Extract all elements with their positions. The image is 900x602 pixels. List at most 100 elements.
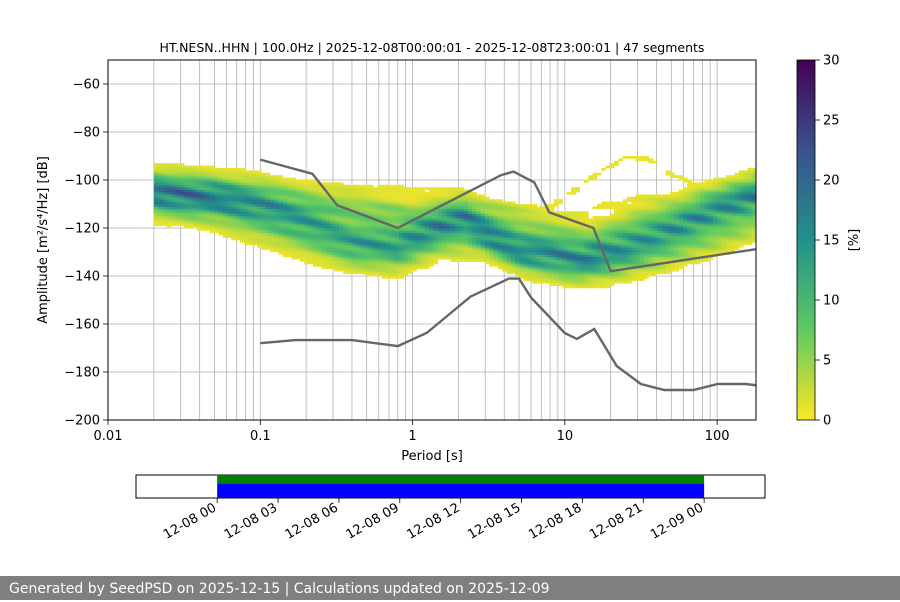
density-cell <box>433 244 439 248</box>
density-cell <box>325 182 331 186</box>
density-cell <box>334 268 340 272</box>
density-cell <box>687 196 692 200</box>
density-cell <box>394 273 400 277</box>
density-cell <box>583 276 589 279</box>
density-cell <box>472 242 477 246</box>
density-cell <box>442 254 447 258</box>
density-cell <box>614 163 619 166</box>
density-cell <box>437 220 443 224</box>
density-cell <box>747 177 753 181</box>
density-cell <box>377 235 383 238</box>
density-cell <box>244 208 249 212</box>
density-cell <box>583 211 589 214</box>
density-cell <box>549 276 555 279</box>
density-cell <box>304 254 310 258</box>
density-cell <box>300 228 305 231</box>
density-cell <box>571 254 576 258</box>
density-cell <box>166 187 172 190</box>
density-cell <box>631 235 636 238</box>
density-cell <box>162 196 168 200</box>
density-cell <box>291 242 297 246</box>
density-cell <box>648 259 654 262</box>
timeline-coverage-band <box>217 475 705 484</box>
density-cell <box>300 211 305 214</box>
density-cell <box>312 228 318 231</box>
density-cell <box>231 175 236 178</box>
density-cell <box>515 249 520 253</box>
density-cell <box>278 182 284 186</box>
density-cell <box>222 192 228 195</box>
density-cell <box>725 240 731 243</box>
density-cell <box>269 180 275 183</box>
density-cell <box>472 244 477 248</box>
density-cell <box>235 218 241 222</box>
density-cell <box>506 254 512 258</box>
density-cell <box>334 211 340 214</box>
density-cell <box>614 235 619 238</box>
density-cell <box>214 223 219 226</box>
density-cell <box>704 240 710 243</box>
density-cell <box>721 220 727 224</box>
density-cell <box>222 223 228 226</box>
density-cell <box>265 247 271 250</box>
density-cell <box>368 225 374 229</box>
density-cell <box>510 266 516 270</box>
density-cell <box>665 204 671 207</box>
density-cell <box>192 165 198 169</box>
density-cell <box>558 264 563 267</box>
density-cell <box>308 244 314 248</box>
density-cell <box>674 213 679 217</box>
density-cell <box>730 225 735 229</box>
density-cell <box>626 237 632 241</box>
density-cell <box>730 237 735 241</box>
density-cell <box>360 208 365 212</box>
density-cell <box>429 194 434 198</box>
density-cell <box>734 235 740 238</box>
density-cell <box>734 187 740 190</box>
density-cell <box>467 220 473 224</box>
density-cell <box>287 199 292 202</box>
density-cell <box>652 225 658 229</box>
density-cell <box>536 259 542 262</box>
density-cell <box>751 213 756 217</box>
density-cell <box>381 256 387 260</box>
density-cell <box>171 189 176 193</box>
density-cell <box>158 199 163 202</box>
density-cell <box>502 242 507 246</box>
density-cell <box>239 194 245 198</box>
density-cell <box>558 247 563 250</box>
density-cell <box>743 182 748 186</box>
density-cell <box>373 220 378 224</box>
density-cell <box>205 206 211 210</box>
density-cell <box>377 249 383 253</box>
density-cell <box>355 199 361 202</box>
density-cell <box>463 249 469 253</box>
density-cell <box>704 192 710 195</box>
noise-model-nlnm <box>260 277 756 392</box>
density-cell <box>601 240 606 243</box>
density-cell <box>231 182 236 186</box>
density-cell <box>209 177 215 181</box>
density-cell <box>712 192 718 195</box>
density-cell <box>265 206 271 210</box>
density-cell <box>536 271 542 274</box>
density-cell <box>399 220 404 224</box>
density-cell <box>317 240 322 243</box>
density-cell <box>446 232 452 236</box>
density-cell <box>450 187 456 190</box>
density-cell <box>609 242 615 246</box>
density-cell <box>196 177 202 181</box>
density-cell <box>442 216 447 219</box>
density-cell <box>403 220 409 224</box>
density-cell <box>700 216 705 219</box>
density-cell <box>528 235 533 238</box>
density-cell <box>480 211 486 214</box>
density-cell <box>669 220 675 224</box>
density-cell <box>506 240 512 243</box>
density-cell <box>162 175 168 178</box>
density-cell <box>171 223 176 226</box>
density-cell <box>312 264 318 267</box>
density-cell <box>420 225 426 229</box>
density-cell <box>497 216 503 219</box>
density-cell <box>188 204 193 207</box>
